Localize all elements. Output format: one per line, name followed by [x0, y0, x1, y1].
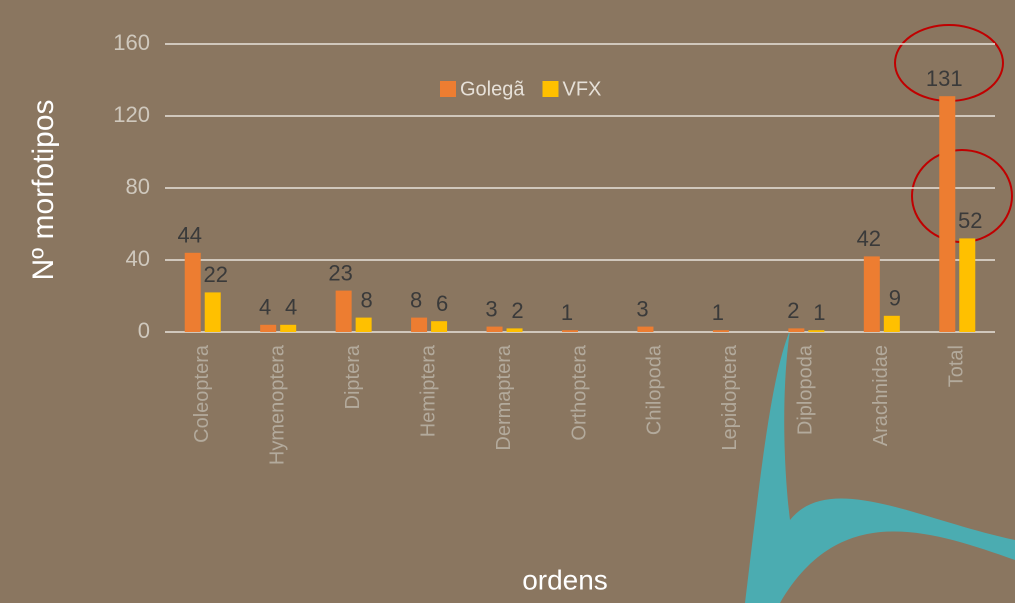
data-label: 3: [485, 296, 497, 321]
y-tick-label: 80: [126, 174, 150, 199]
x-tick-label: Dermaptera: [493, 344, 515, 450]
bar: [184, 252, 201, 332]
bar: [712, 330, 729, 332]
data-label: 1: [712, 300, 724, 325]
x-tick-label: Diptera: [342, 344, 364, 409]
data-label: 6: [436, 291, 448, 316]
data-label: 4: [285, 295, 297, 320]
bar: [260, 324, 277, 332]
x-tick-label: Orthoptera: [568, 344, 590, 440]
bar: [808, 330, 825, 332]
y-tick-label: 40: [126, 246, 150, 271]
bar: [431, 321, 448, 332]
y-tick-label: 160: [113, 30, 150, 55]
bar: [788, 328, 805, 332]
data-label: 8: [410, 287, 422, 312]
x-tick-label: Chilopoda: [644, 344, 666, 435]
decorative-swoosh: [745, 330, 1015, 603]
bar: [411, 317, 428, 332]
bar: [506, 328, 523, 332]
bar: [959, 238, 976, 332]
y-tick-label: 0: [138, 318, 150, 343]
data-label: 42: [857, 226, 881, 251]
data-label: 52: [958, 208, 982, 233]
bar: [335, 290, 352, 332]
x-tick-label: Lepidoptera: [719, 344, 741, 451]
legend-swatch: [542, 81, 559, 97]
bar: [637, 326, 654, 332]
bar: [939, 96, 956, 332]
data-label: 23: [328, 260, 352, 285]
y-axis-label: Nº morfotipos: [27, 99, 60, 280]
data-label: 2: [787, 298, 799, 323]
x-tick-label: Total: [946, 345, 968, 387]
data-label: 1: [561, 300, 573, 325]
x-tick-label: Coleoptera: [191, 344, 213, 443]
data-label: 9: [889, 286, 901, 311]
data-label: 2: [511, 298, 523, 323]
legend-label: VFX: [563, 78, 602, 100]
legend-swatch: [440, 81, 456, 97]
bar: [863, 256, 880, 332]
bar: [562, 330, 578, 332]
x-axis-label: ordens: [522, 564, 608, 595]
legend-label: Golegã: [460, 78, 525, 100]
x-tick-label: Diplopoda: [795, 344, 817, 435]
data-label: 44: [177, 223, 201, 248]
bar: [486, 326, 503, 332]
y-tick-label: 120: [113, 102, 150, 127]
data-label: 1: [813, 300, 825, 325]
x-tick-label: Hemiptera: [417, 344, 439, 437]
x-tick-label: Hymenoptera: [266, 344, 288, 465]
data-label: 8: [361, 287, 373, 312]
bar: [280, 324, 297, 332]
data-label: 22: [203, 262, 227, 287]
bar: [355, 317, 372, 332]
data-label: 131: [926, 66, 963, 91]
data-label: 4: [259, 295, 271, 320]
bar: [883, 315, 900, 332]
data-label: 3: [636, 296, 648, 321]
x-tick-label: Arachnidae: [870, 345, 892, 446]
bar: [204, 292, 221, 332]
